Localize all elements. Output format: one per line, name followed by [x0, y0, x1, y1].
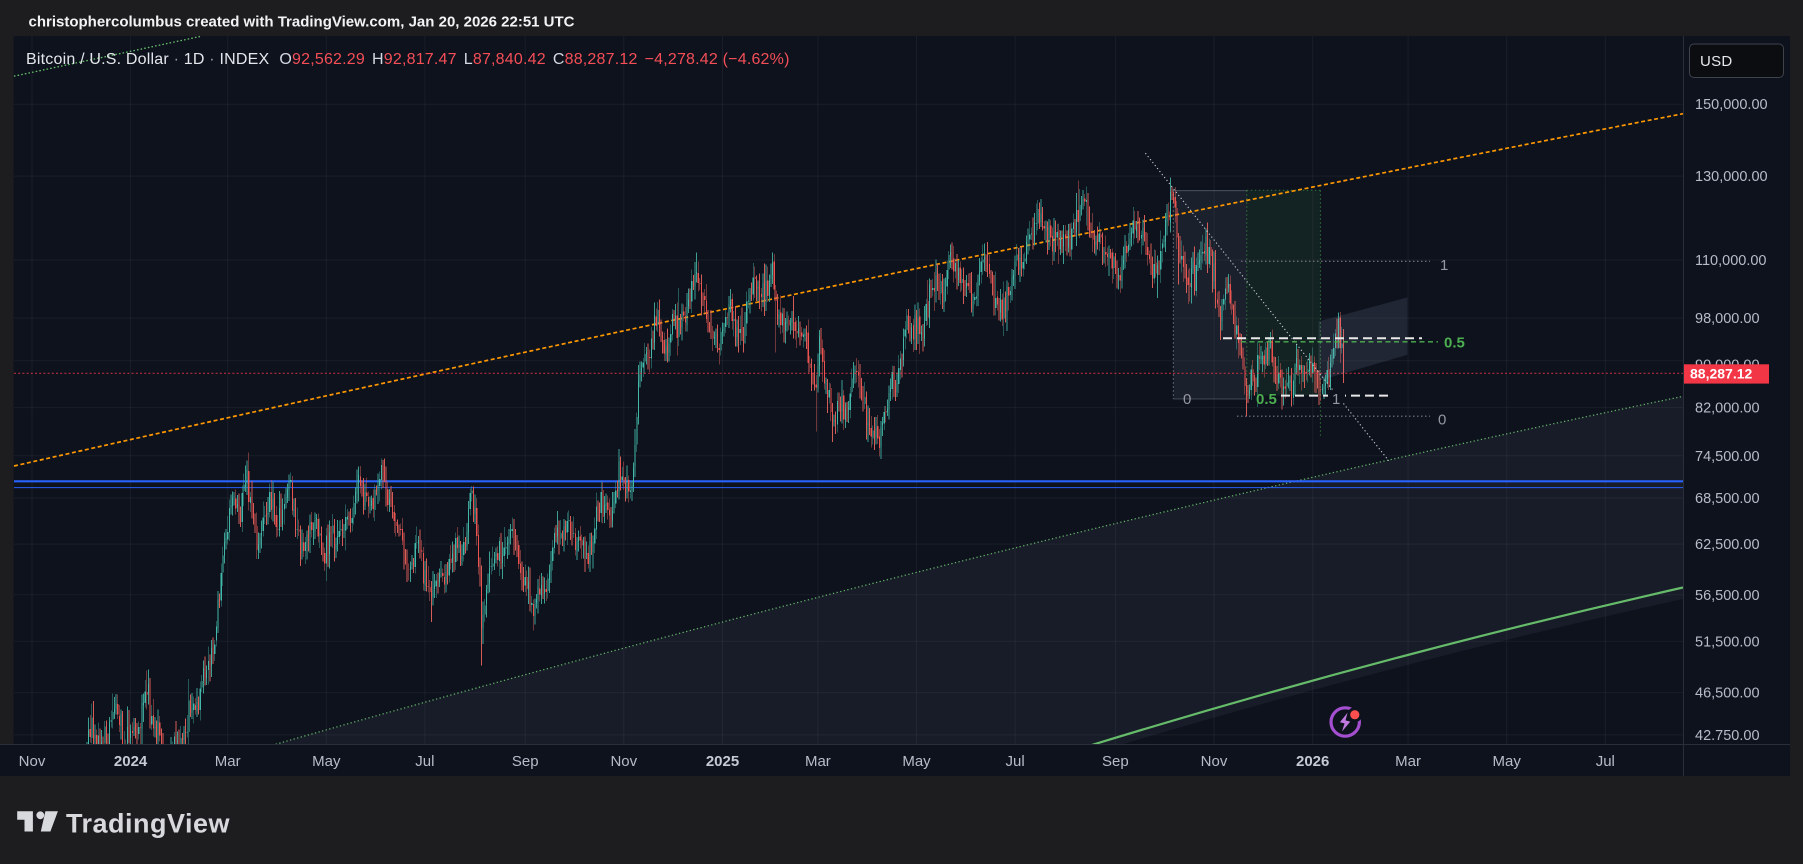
- svg-text:46,500.00: 46,500.00: [1695, 686, 1760, 702]
- svg-text:2026: 2026: [1296, 753, 1329, 770]
- svg-text:130,000.00: 130,000.00: [1695, 169, 1768, 185]
- svg-text:Jul: Jul: [1596, 753, 1615, 770]
- svg-text:May: May: [312, 753, 341, 770]
- svg-text:88,287.12: 88,287.12: [1690, 366, 1752, 382]
- svg-text:May: May: [1493, 753, 1522, 770]
- svg-text:May: May: [902, 753, 931, 770]
- svg-text:110,000.00: 110,000.00: [1695, 253, 1767, 269]
- svg-text:USD: USD: [1700, 53, 1733, 70]
- svg-text:2024: 2024: [114, 753, 148, 770]
- svg-text:62,500.00: 62,500.00: [1695, 537, 1760, 553]
- svg-text:christophercolumbus created wi: christophercolumbus created with Trading…: [29, 14, 575, 31]
- svg-text:82,000.00: 82,000.00: [1695, 401, 1760, 417]
- svg-text:51,500.00: 51,500.00: [1695, 634, 1760, 650]
- svg-text:Nov: Nov: [19, 753, 46, 770]
- svg-text:Jul: Jul: [415, 753, 434, 770]
- svg-text:Mar: Mar: [1395, 753, 1421, 770]
- svg-text:68,500.00: 68,500.00: [1695, 491, 1760, 507]
- svg-text:Nov: Nov: [1201, 753, 1228, 770]
- svg-text:0.5: 0.5: [1444, 334, 1465, 351]
- svg-text:1: 1: [1440, 257, 1448, 274]
- svg-text:Sep: Sep: [512, 753, 539, 770]
- svg-text:150,000.00: 150,000.00: [1695, 97, 1768, 113]
- svg-text:TradingView: TradingView: [66, 809, 231, 839]
- svg-text:98,000.00: 98,000.00: [1695, 311, 1760, 327]
- svg-text:Bitcoin / U.S. Dollar · 1D · I: Bitcoin / U.S. Dollar · 1D · INDEX O92,56…: [26, 51, 790, 68]
- svg-text:56,500.00: 56,500.00: [1695, 588, 1760, 604]
- svg-text:Mar: Mar: [215, 753, 241, 770]
- svg-text:Sep: Sep: [1102, 753, 1129, 770]
- svg-text:42.750.00: 42.750.00: [1695, 728, 1760, 744]
- svg-text:2025: 2025: [706, 753, 739, 770]
- svg-text:0: 0: [1438, 412, 1446, 429]
- svg-text:Mar: Mar: [805, 753, 831, 770]
- svg-text:Nov: Nov: [610, 753, 637, 770]
- svg-text:1: 1: [1332, 391, 1340, 408]
- svg-text:Jul: Jul: [1006, 753, 1025, 770]
- svg-text:74,500.00: 74,500.00: [1695, 449, 1760, 465]
- svg-text:0: 0: [1183, 391, 1191, 408]
- svg-text:0.5: 0.5: [1256, 391, 1277, 408]
